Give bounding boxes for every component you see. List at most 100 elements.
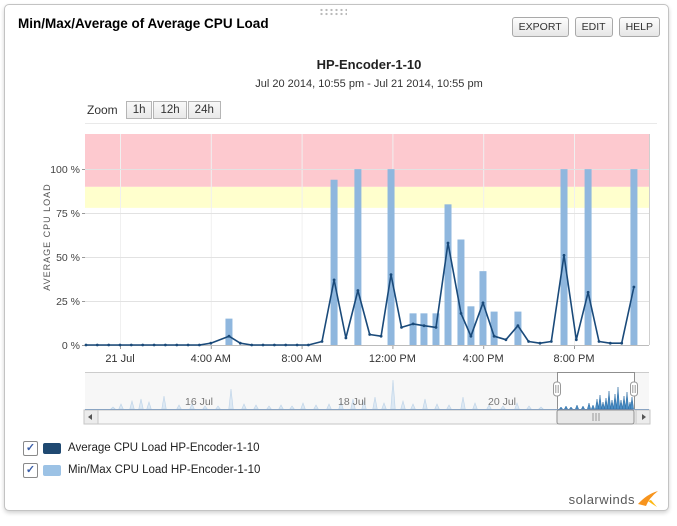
edit-button[interactable]: EDIT [574, 17, 613, 37]
average-point [273, 343, 276, 347]
average-point [389, 273, 393, 277]
average-point [459, 312, 463, 315]
minmax-bar [420, 313, 428, 345]
plot-area[interactable] [85, 134, 649, 345]
x-tick-label: 4:00 AM [191, 353, 231, 365]
minmax-bar [387, 169, 395, 345]
y-tick-label: 0 % [62, 340, 80, 352]
scrollbar-left-arrow[interactable] [83, 409, 99, 425]
y-tick-label: 75 % [56, 208, 80, 220]
legend-checkbox-average[interactable]: ✓ [23, 440, 38, 456]
average-point [344, 336, 348, 340]
average-point [320, 340, 324, 343]
minmax-bar [432, 313, 440, 345]
widget-title: Min/Max/Average of Average CPU Load [18, 16, 269, 31]
legend-item-average: ✓ Average CPU Load HP-Encoder-1-10 [23, 440, 260, 456]
minmax-bar [330, 179, 338, 345]
average-point [307, 343, 310, 347]
y-tick-label: 50 % [56, 252, 80, 264]
export-button[interactable]: EXPORT [511, 17, 569, 37]
average-point [129, 343, 133, 347]
average-point [175, 343, 179, 347]
average-point [481, 301, 485, 305]
average-point [186, 343, 190, 347]
brand-text: solarwinds [568, 492, 635, 507]
chart-subtitle: Jul 20 2014, 10:55 pm - Jul 21 2014, 10:… [255, 78, 483, 90]
average-point [620, 341, 624, 345]
help-button[interactable]: HELP [618, 17, 660, 37]
average-point [332, 278, 336, 282]
average-point [250, 343, 254, 347]
average-point [227, 334, 231, 338]
legend-label-minmax: Min/Max CPU Load HP-Encoder-1-10 [68, 464, 261, 476]
average-point [368, 333, 372, 336]
average-point [84, 343, 88, 347]
navigator-handle-right[interactable] [630, 381, 638, 397]
x-tick-label: 8:00 AM [281, 353, 321, 365]
cpu-load-widget: Min/Max/Average of Average CPU Load EXPO… [4, 4, 669, 511]
x-tick-label: 21 Jul [105, 353, 134, 365]
minmax-bar [467, 306, 475, 345]
minmax-bar [490, 311, 498, 345]
minmax-bar [584, 169, 592, 345]
average-point [516, 324, 520, 328]
x-axis-labels: 21 Jul 4:00 AM 8:00 AM 12:00 PM 4:00 PM 8:00 … [105, 353, 594, 365]
y-tick-label: 100 % [50, 164, 80, 176]
legend-label-average: Average CPU Load HP-Encoder-1-10 [68, 442, 260, 454]
average-point [152, 343, 156, 347]
threshold-bands [85, 134, 649, 208]
zoom-12h-button[interactable]: 12h [153, 101, 187, 119]
average-point [586, 290, 590, 294]
y-axis-title: AVERAGE CPU LOAD [42, 183, 52, 291]
legend-swatch-minmax [43, 464, 61, 476]
minmax-bars [225, 169, 638, 345]
solarwinds-swoosh-icon [638, 491, 658, 507]
drag-handle-icon[interactable] [319, 8, 347, 16]
scrollbar-right-arrow[interactable] [635, 409, 651, 425]
navigator-date-label: 20 Jul [488, 396, 516, 408]
legend-item-minmax: ✓ Min/Max CPU Load HP-Encoder-1-10 [23, 462, 261, 478]
average-point [469, 334, 473, 338]
average-point [198, 343, 201, 347]
average-point [356, 289, 360, 292]
zoom-label: Zoom [87, 103, 118, 117]
brand-solarwinds: solarwinds [569, 491, 658, 508]
zoom-1h-button[interactable]: 1h [125, 101, 153, 119]
average-point [261, 343, 265, 347]
average-point [538, 341, 542, 345]
minmax-bar [560, 169, 568, 345]
minmax-bar [444, 204, 452, 345]
average-point [608, 341, 612, 345]
average-point [284, 343, 288, 347]
y-tick-label: 25 % [56, 296, 80, 308]
x-tick-label: 4:00 PM [463, 353, 504, 365]
average-point [107, 343, 111, 347]
y-gridlines: 0 % 25 % 50 % 75 % 100 % [50, 164, 649, 352]
zoom-24h-button[interactable]: 24h [187, 101, 221, 119]
navigator-handle-left[interactable] [553, 381, 561, 397]
minmax-bar [514, 311, 522, 345]
average-point [141, 343, 145, 347]
minmax-bar [457, 239, 465, 345]
average-point [434, 326, 438, 329]
x-tick-label: 12:00 PM [369, 353, 416, 365]
average-point [118, 343, 122, 347]
threshold-band-critical [85, 134, 649, 187]
average-point [411, 322, 415, 326]
navigator-mask-left [85, 373, 557, 409]
scrollbar-track[interactable] [83, 409, 651, 425]
average-point [574, 338, 578, 342]
average-point [562, 253, 566, 257]
minmax-bar [479, 271, 487, 345]
average-line [84, 241, 636, 347]
average-point [549, 340, 553, 343]
legend-checkbox-minmax[interactable]: ✓ [23, 462, 38, 478]
chart-legend: ✓ Average CPU Load HP-Encoder-1-10 ✓ Min… [23, 440, 261, 485]
scrollbar-thumb[interactable] [556, 409, 635, 425]
zoom-controls: Zoom 1h 12h 24h [87, 101, 222, 119]
navigator-mask-right [634, 373, 649, 409]
navigator-mini-chart[interactable]: 16 Jul 18 Jul 20 Jul [85, 372, 649, 410]
average-point [527, 340, 530, 343]
scrollbar [83, 409, 651, 425]
